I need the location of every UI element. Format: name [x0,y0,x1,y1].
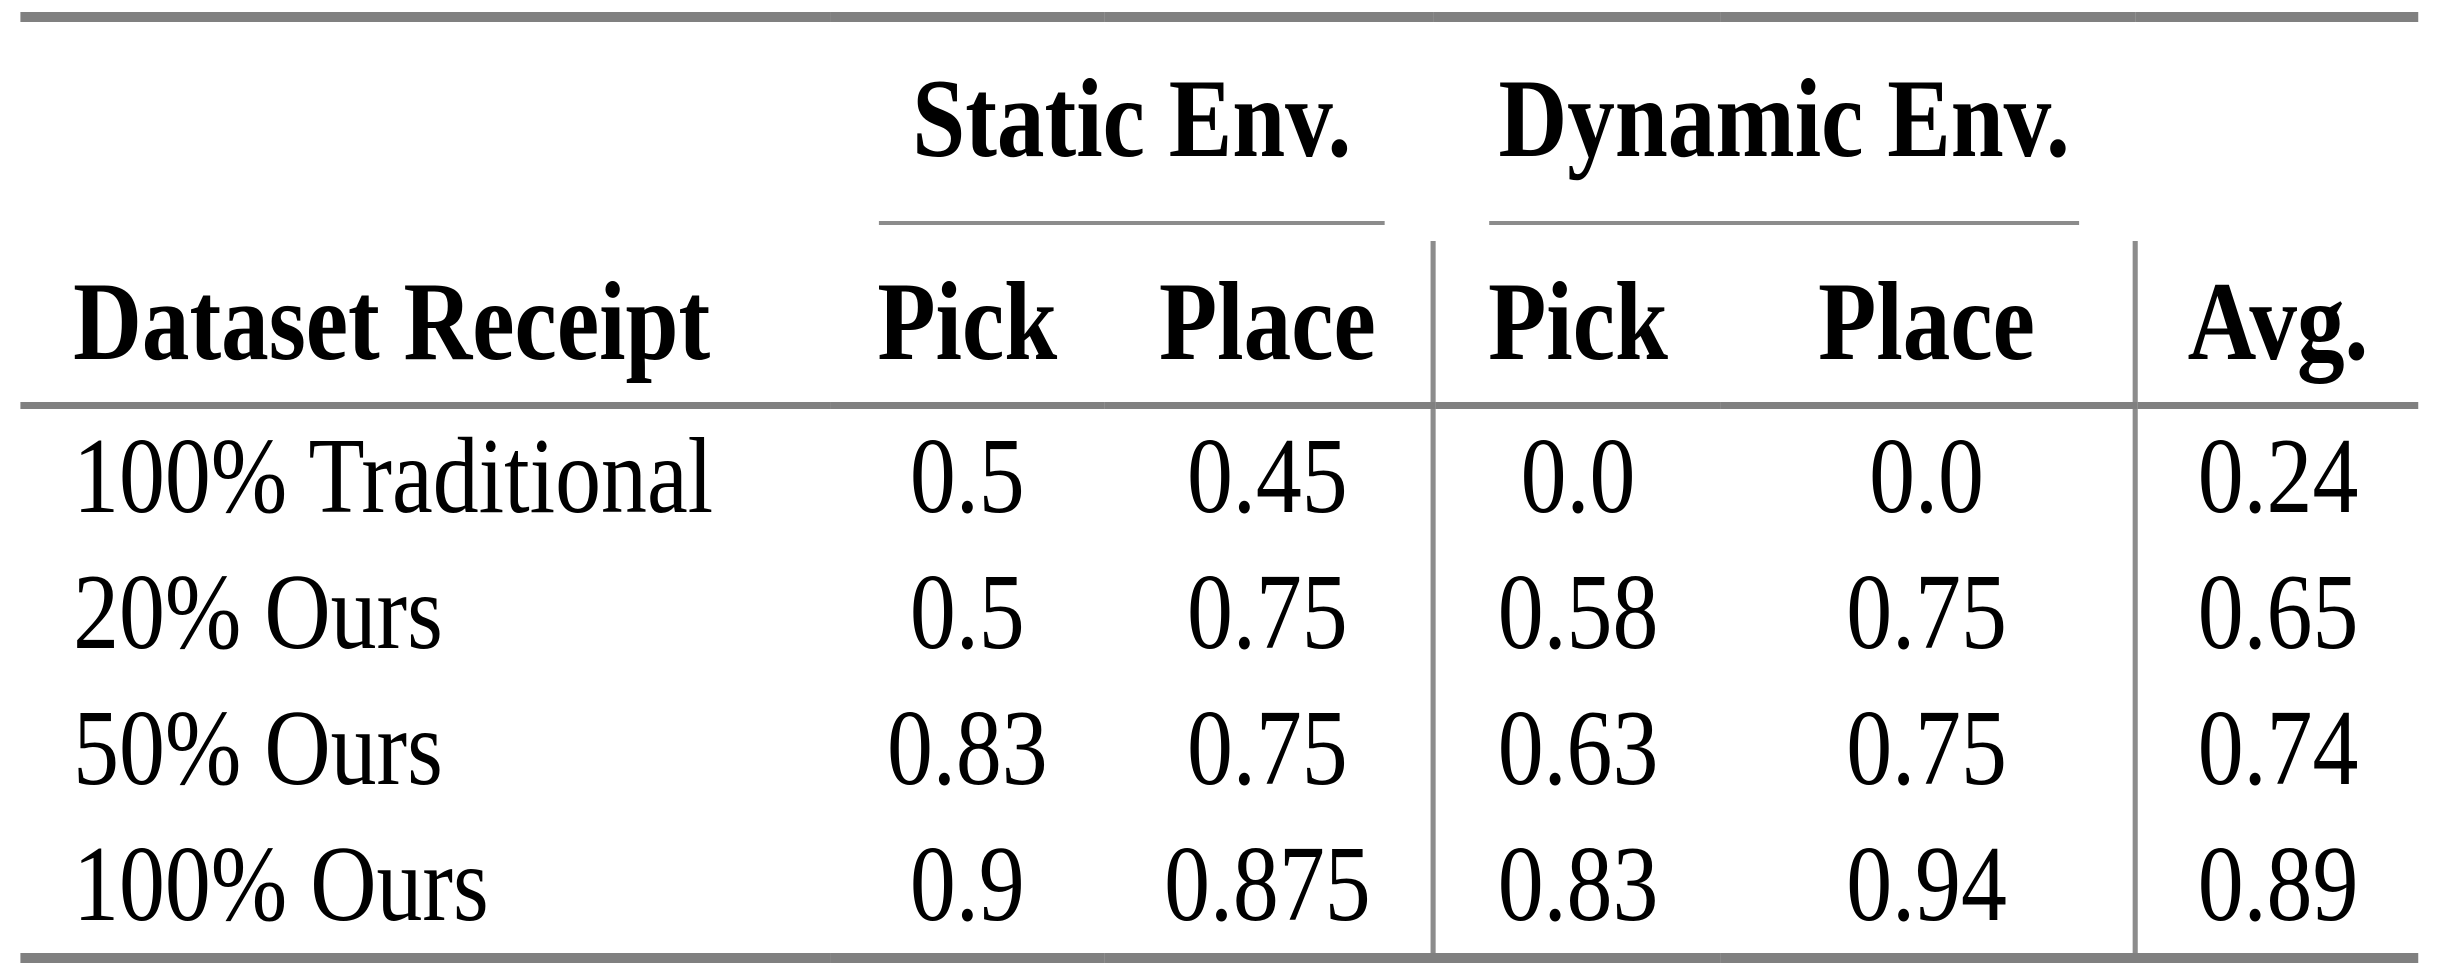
group-header-spacer [20,17,830,241]
cell-static-pick: 0.5 [909,553,1025,672]
table-row-50-ours: 50% Ours 0.83 0.75 0.63 0.75 0.74 [20,681,2419,817]
group-header-row: Static Env. Dynamic Env. [20,17,2418,241]
column-header-dynamic-place: Place [1720,241,2136,409]
cell-static-place: 0.875 [1164,825,1371,944]
cell-dynamic-place: 0.75 [1846,689,2007,808]
group-header-dynamic-cell: Dynamic Env. [1433,17,2135,241]
group-header-dynamic-env: Dynamic Env. [1498,57,2070,181]
dynamic-env-cmidrule [1489,221,2080,225]
cell-static-pick: 0.83 [886,689,1048,808]
row-label: 100% Traditional [73,417,714,536]
table-row-100-ours: 100% Ours 0.9 0.875 0.83 0.94 0.89 [20,817,2419,958]
row-label: 100% Ours [73,825,489,944]
cell-dynamic-place: 0.75 [1846,553,2007,672]
scale-wrapper: Static Env. Dynamic Env. Dataset Receipt [0,12,2440,963]
column-header-row: Dataset Receipt Pick Place Pick Place Av… [20,241,2419,409]
table-row-20-ours: 20% Ours 0.5 0.75 0.58 0.75 0.65 [20,545,2419,681]
static-env-cmidrule [878,221,1385,225]
cell-dynamic-place: 0.94 [1846,825,2007,944]
group-header-static-env: Static Env. [912,57,1352,181]
cell-static-place: 0.45 [1187,417,1348,536]
cell-avg: 0.24 [2132,405,2419,545]
row-label: 20% Ours [73,553,443,672]
cell-static-place: 0.75 [1187,689,1348,808]
group-header-static-cell: Static Env. [830,17,1433,241]
column-header-static-place: Place [1104,241,1434,409]
column-header-static-pick: Pick [830,241,1105,409]
cell-avg: 0.89 [2132,817,2419,958]
column-header-dynamic-pick: Pick [1430,241,1721,409]
cell-dynamic-pick: 0.83 [1430,817,1721,958]
cell-dynamic-pick: 0.58 [1430,545,1721,681]
cell-static-pick: 0.9 [909,825,1025,944]
cell-dynamic-pick: 0.63 [1430,681,1721,817]
table-row-100-traditional: 100% Traditional 0.5 0.45 0.0 0.0 0.24 [20,405,2419,545]
cell-static-place: 0.75 [1187,553,1348,672]
row-label: 50% Ours [73,689,443,808]
group-header-spacer [2135,17,2418,241]
cell-avg: 0.74 [2132,681,2419,817]
results-table: Static Env. Dynamic Env. Dataset Receipt [20,12,2419,963]
cell-dynamic-place: 0.0 [1869,417,1984,536]
cell-avg: 0.65 [2132,545,2419,681]
column-header-dataset-receipt: Dataset Receipt [20,241,831,409]
cell-static-pick: 0.5 [909,417,1025,536]
cell-dynamic-pick: 0.0 [1430,405,1721,545]
column-header-avg: Avg. [2132,241,2419,409]
